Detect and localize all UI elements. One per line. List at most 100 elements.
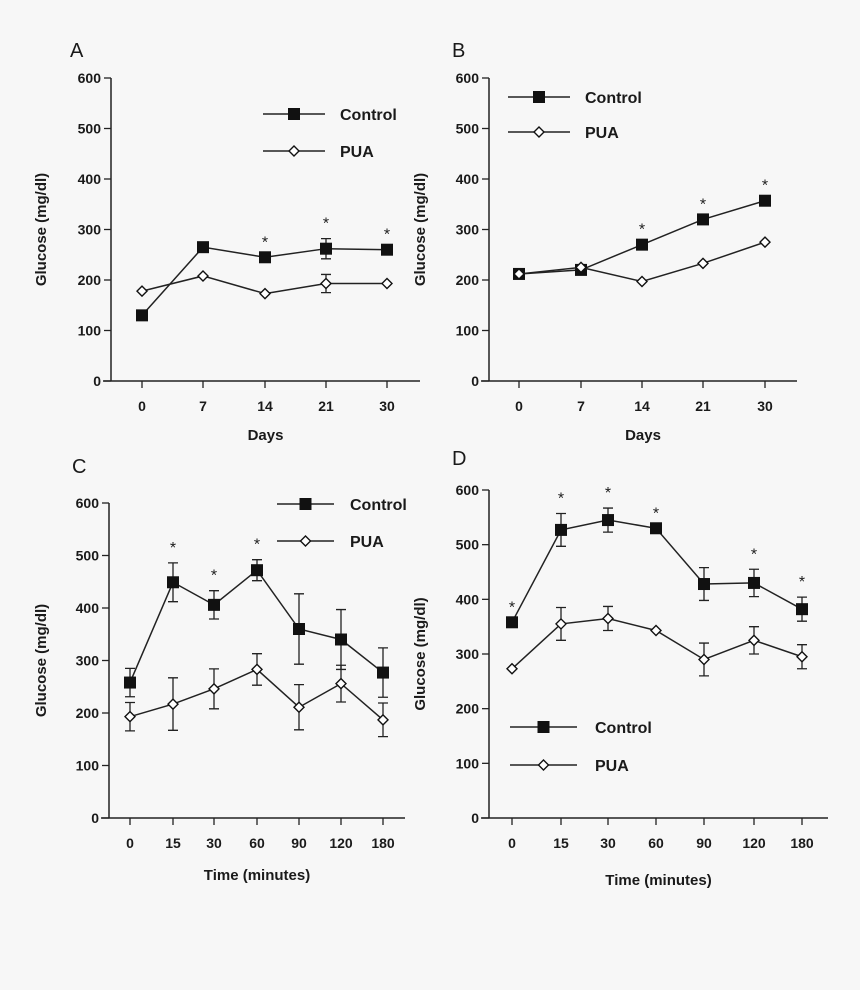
significance-star: *	[653, 505, 659, 522]
legend-marker	[299, 535, 312, 547]
y-axis-label: Glucose (mg/dl)	[412, 173, 429, 286]
data-point	[697, 257, 709, 270]
x-tick-label: 15	[553, 835, 569, 851]
x-tick-label: 7	[199, 398, 207, 414]
x-axis-label: Days	[625, 427, 661, 444]
x-tick-label: 0	[126, 835, 134, 851]
y-tick-label: 500	[456, 537, 480, 553]
significance-star: *	[211, 568, 217, 585]
legend-label: Control	[595, 720, 652, 737]
data-point	[506, 662, 518, 675]
legend-label: PUA	[585, 125, 619, 142]
y-tick-label: 200	[456, 701, 480, 717]
data-point	[320, 277, 332, 290]
x-tick-label: 7	[577, 398, 585, 414]
data-point	[381, 277, 393, 290]
x-tick-label: 0	[138, 398, 146, 414]
significance-star: *	[751, 546, 757, 563]
panel-c: C 0 100 200 300 400 500 600 0 15 30 60 90 120 180 Time …	[33, 456, 407, 884]
x-tick-label: 14	[634, 398, 650, 414]
data-point	[602, 514, 614, 527]
significance-star: *	[254, 537, 260, 554]
legend-marker	[299, 498, 312, 510]
y-tick-label: 500	[78, 121, 102, 137]
x-tick-label: 21	[695, 398, 711, 414]
y-tick-label: 400	[78, 171, 102, 187]
y-tick-label: 600	[456, 482, 480, 498]
x-tick-label: 120	[329, 835, 353, 851]
x-tick-label: 30	[379, 398, 395, 414]
data-point	[197, 269, 209, 282]
data-point	[555, 617, 567, 630]
data-point	[698, 653, 710, 666]
legend-label: Control	[585, 90, 642, 107]
series-pua	[124, 653, 389, 738]
data-point	[335, 633, 347, 646]
data-point	[259, 251, 271, 264]
x-tick-label: 21	[318, 398, 334, 414]
legend-marker	[537, 721, 550, 733]
data-point	[796, 650, 808, 663]
series-pua	[136, 269, 393, 300]
significance-star: *	[762, 178, 768, 195]
panel-label: B	[452, 40, 465, 62]
significance-star: *	[700, 196, 706, 213]
data-point	[636, 238, 648, 251]
data-point	[136, 285, 148, 298]
y-tick-label: 600	[78, 70, 102, 86]
legend-marker	[288, 145, 300, 157]
data-point	[293, 701, 305, 714]
x-tick-label: 90	[291, 835, 307, 851]
data-point	[381, 243, 393, 256]
data-point	[602, 612, 614, 625]
x-tick-label: 180	[371, 835, 395, 851]
data-point	[167, 576, 179, 589]
data-point	[197, 241, 209, 254]
x-axis-label: Days	[248, 427, 284, 444]
legend-marker	[533, 91, 545, 103]
data-point	[506, 616, 518, 629]
data-point	[759, 236, 771, 249]
y-tick-label: 200	[456, 272, 480, 288]
y-tick-label: 0	[471, 373, 479, 389]
data-point	[698, 578, 710, 591]
legend-label: PUA	[350, 534, 384, 551]
x-tick-label: 60	[249, 835, 265, 851]
data-point	[377, 713, 389, 726]
data-point	[335, 677, 347, 690]
y-tick-label: 100	[78, 323, 102, 339]
significance-star: *	[605, 485, 611, 502]
x-tick-label: 0	[515, 398, 523, 414]
y-tick-label: 500	[76, 548, 100, 564]
series-pua	[513, 236, 771, 288]
data-point	[320, 242, 332, 255]
y-tick-label: 0	[91, 810, 99, 826]
data-point	[513, 267, 525, 280]
legend-marker	[533, 126, 545, 138]
x-axis-label: Time (minutes)	[204, 867, 310, 884]
legend-marker	[537, 759, 550, 771]
x-tick-label: 14	[257, 398, 273, 414]
data-point	[748, 576, 760, 589]
data-point	[650, 624, 662, 637]
series-control	[136, 237, 393, 322]
data-point	[251, 663, 263, 676]
data-point	[124, 710, 136, 723]
panel-label: A	[70, 40, 84, 62]
y-tick-label: 500	[456, 121, 480, 137]
x-tick-label: 15	[165, 835, 181, 851]
x-axis-label: Time (minutes)	[605, 872, 711, 889]
y-tick-label: 300	[456, 222, 480, 238]
legend-label: PUA	[340, 144, 374, 161]
series-control	[124, 559, 389, 698]
data-point	[167, 698, 179, 711]
significance-star: *	[558, 491, 564, 508]
y-tick-label: 200	[76, 705, 100, 721]
significance-star: *	[509, 599, 515, 616]
series-control	[506, 507, 808, 629]
y-tick-label: 100	[76, 758, 100, 774]
y-tick-label: 200	[78, 272, 102, 288]
data-point	[650, 522, 662, 535]
legend-label: PUA	[595, 758, 629, 775]
panel-label: C	[72, 456, 86, 478]
